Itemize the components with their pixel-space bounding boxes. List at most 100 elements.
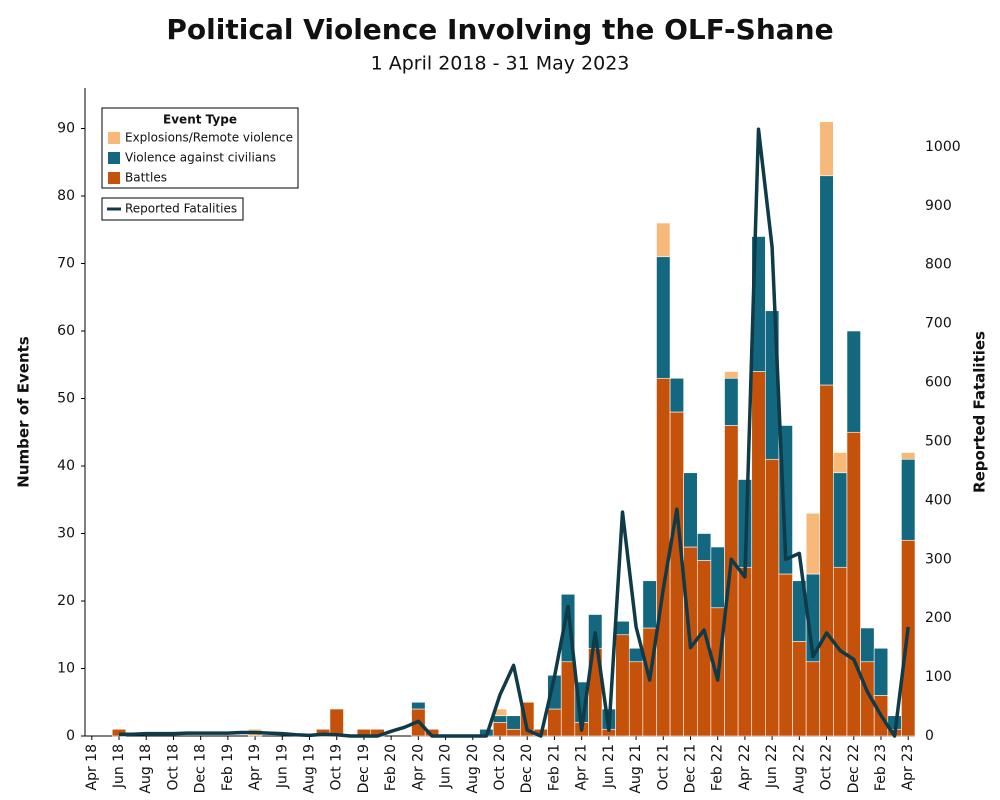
bar-segment xyxy=(656,222,671,258)
bar-segment xyxy=(751,371,766,737)
bar-segment xyxy=(615,620,630,636)
bar-segment xyxy=(737,566,753,737)
y-tick-label: 60 xyxy=(57,323,75,339)
x-tick-label: Aug 18 xyxy=(138,744,154,794)
x-tick-label: Apr 18 xyxy=(84,744,100,790)
bar-segment xyxy=(560,661,576,737)
y2-tick-label: 500 xyxy=(925,433,952,449)
bar-segment xyxy=(710,546,725,609)
y-tick-label: 20 xyxy=(57,593,75,609)
y-axis-label: Number of Events xyxy=(15,336,33,487)
bar-segment xyxy=(615,634,630,737)
bar-segment xyxy=(819,384,834,737)
legend-label: Violence against civilians xyxy=(125,151,276,165)
y-tick-label: 40 xyxy=(57,458,75,474)
y-tick-label: 80 xyxy=(57,188,75,204)
x-tick-label: Feb 22 xyxy=(710,744,726,791)
legend-box xyxy=(101,197,244,221)
chart-subtitle: 1 April 2018 - 31 May 2023 xyxy=(371,53,630,75)
legend-title: Event Type xyxy=(163,113,237,127)
x-tick-label: Jun 18 xyxy=(111,744,127,789)
x-tick-label: Jun 19 xyxy=(274,744,290,789)
bar-segment xyxy=(696,533,712,561)
chart-title: Political Violence Involving the OLF-Sha… xyxy=(166,13,833,46)
x-tick-label: Jun 22 xyxy=(764,744,780,789)
y2-tick-label: 1000 xyxy=(925,139,961,155)
y2-axis-label: Reported Fatalities xyxy=(971,331,989,493)
bar-segment xyxy=(724,371,739,379)
legend-swatch xyxy=(108,152,120,164)
bar-segment xyxy=(805,512,821,575)
x-tick-label: Feb 23 xyxy=(873,744,889,791)
bar-segment xyxy=(724,425,739,737)
x-tick-label: Dec 21 xyxy=(682,744,698,793)
bar-segment xyxy=(642,580,657,629)
y2-tick-label: 200 xyxy=(925,610,952,626)
bar-segment xyxy=(846,330,861,433)
x-tick-label: Oct 22 xyxy=(819,744,835,790)
x-tick-label: Feb 21 xyxy=(546,744,562,791)
y2-tick-label: 400 xyxy=(925,492,952,508)
x-tick-label: Apr 23 xyxy=(900,744,916,790)
y2-tick-label: 900 xyxy=(925,198,952,214)
y-tick-label: 70 xyxy=(57,256,75,272)
y2-tick-label: 300 xyxy=(925,551,952,567)
bar-segment xyxy=(778,573,793,737)
bar-segment xyxy=(669,377,684,413)
bar-segment xyxy=(628,661,644,737)
fatalities-line xyxy=(119,127,910,738)
bar-segment xyxy=(683,472,698,548)
x-tick-label: Dec 18 xyxy=(193,744,209,793)
x-tick-label: Feb 20 xyxy=(383,744,399,791)
bar-segment xyxy=(873,647,889,696)
x-tick-label: Jun 20 xyxy=(438,744,454,789)
x-tick-label: Apr 22 xyxy=(737,744,753,790)
y-tick-label: 30 xyxy=(57,526,75,542)
legend-label: Reported Fatalities xyxy=(125,202,237,216)
bar-segment xyxy=(547,708,562,737)
bar-segment xyxy=(819,121,834,177)
bar-segment xyxy=(492,722,508,737)
x-tick-label: Aug 20 xyxy=(465,744,481,794)
x-tick-label: Aug 22 xyxy=(791,744,807,794)
bar-segment xyxy=(506,715,521,730)
x-tick-label: Oct 20 xyxy=(492,744,508,790)
y2-tick-label: 0 xyxy=(925,728,934,744)
bar-segment xyxy=(724,377,739,426)
x-tick-label: Dec 20 xyxy=(519,744,535,793)
bar-segment xyxy=(656,256,671,379)
bar-segment xyxy=(506,728,521,737)
y2-tick-label: 100 xyxy=(925,669,952,685)
bar-segment xyxy=(411,701,426,710)
bar-segment xyxy=(846,431,861,737)
legend-box xyxy=(101,107,299,189)
bar-segment xyxy=(819,175,834,386)
y2-tick-label: 800 xyxy=(925,257,952,273)
x-tick-label: Jun 21 xyxy=(601,744,617,789)
x-tick-label: Oct 21 xyxy=(655,744,671,790)
bar-segment xyxy=(765,458,780,737)
bar-segment xyxy=(901,458,916,541)
bar-segment xyxy=(329,708,344,737)
bar-segment xyxy=(860,627,875,663)
bar-segment xyxy=(833,452,848,474)
legend-label: Explosions/Remote violence xyxy=(125,131,293,145)
x-tick-label: Aug 21 xyxy=(628,744,644,794)
legend-swatch xyxy=(108,132,120,144)
bar-segment xyxy=(792,641,807,737)
x-tick-label: Dec 22 xyxy=(846,744,862,793)
legend-swatch xyxy=(108,172,120,184)
bar-segment xyxy=(833,472,848,568)
x-tick-label: Dec 19 xyxy=(356,744,372,793)
y2-tick-label: 700 xyxy=(925,316,952,332)
legend-label: Battles xyxy=(125,171,167,185)
bar-segment xyxy=(492,715,508,723)
x-tick-label: Apr 20 xyxy=(410,744,426,790)
y-tick-label: 90 xyxy=(57,121,75,137)
y-tick-label: 10 xyxy=(57,661,75,677)
x-tick-label: Oct 18 xyxy=(165,744,181,790)
x-tick-label: Apr 21 xyxy=(574,744,590,790)
x-tick-label: Apr 19 xyxy=(247,744,263,790)
y-tick-label: 0 xyxy=(66,728,75,744)
